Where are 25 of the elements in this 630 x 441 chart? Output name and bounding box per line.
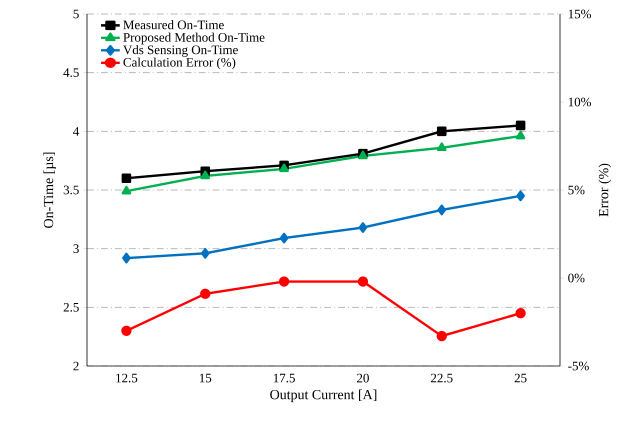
y-tick-label: 4 — [73, 127, 80, 136]
y-tick-label: 4.5 — [63, 68, 79, 78]
x-tick-label: 25 — [514, 374, 527, 382]
y2-tick-label: -5% — [568, 362, 589, 370]
y-tick-label: 3.5 — [64, 186, 79, 194]
x-tick-label: 20 — [357, 374, 369, 382]
legend-label: Calculation Error (%) — [123, 58, 236, 70]
x-axis-title: Output Current [A] — [270, 389, 376, 402]
x-tick-label: 12.5 — [116, 374, 138, 382]
y2-tick-label: 10% — [568, 98, 591, 106]
legend-label: Measured On-Time — [123, 20, 224, 30]
y-tick-label: 2 — [73, 362, 79, 370]
x-tick-label: 17.5 — [274, 374, 295, 382]
y-tick-label: 5 — [74, 10, 79, 18]
y-tick-label: 2.5 — [64, 302, 79, 312]
legend-label: Vds Sensing On-Time — [123, 45, 238, 57]
legend-label: Proposed Method On-Time — [123, 32, 264, 44]
y2-tick-label: 15% — [568, 10, 591, 18]
y2-tick-label: 5% — [568, 186, 585, 194]
y2-tick-label: 0% — [568, 274, 585, 282]
y-tick-label: 3 — [73, 244, 79, 254]
y-axis-title: On-Time [µs] — [43, 152, 56, 228]
y2-axis-title: Error (%) — [598, 164, 612, 217]
x-tick-label: 22.5 — [430, 374, 453, 382]
x-tick-label: 15 — [200, 374, 212, 382]
